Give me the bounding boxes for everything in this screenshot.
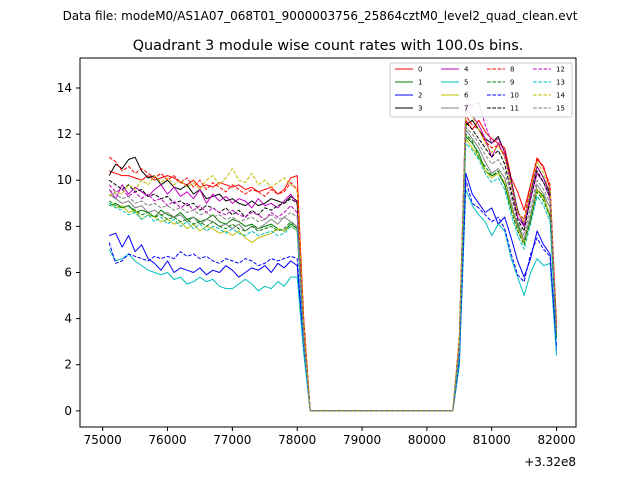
legend-label-0: 0 <box>418 66 422 74</box>
x-axis: 75000 76000 77000 78000 79000 80000 81000 82000 <box>84 427 576 447</box>
y-tick-label: 8 <box>64 219 72 233</box>
legend-label-10: 10 <box>510 92 519 100</box>
chart-title: Quadrant 3 module wise count rates with … <box>133 38 524 54</box>
series-line-11 <box>108 122 557 412</box>
legend-label-1: 1 <box>418 79 422 87</box>
legend-label-4: 4 <box>464 66 469 74</box>
y-tick-label: 4 <box>64 312 72 326</box>
legend-label-12: 12 <box>556 66 565 74</box>
series-line-15 <box>108 126 557 412</box>
x-tick-label: 80000 <box>408 433 446 447</box>
x-offset-label: +3.32e8 <box>524 455 576 469</box>
x-tick-label: 78000 <box>278 433 316 447</box>
y-tick-label: 14 <box>57 81 72 95</box>
legend-label-7: 7 <box>464 105 468 113</box>
x-tick-label: 75000 <box>84 433 122 447</box>
legend-label-6: 6 <box>464 92 469 100</box>
legend-label-11: 11 <box>510 105 519 113</box>
y-tick-label: 6 <box>64 265 72 279</box>
legend-label-5: 5 <box>464 79 468 87</box>
x-tick-label: 79000 <box>343 433 381 447</box>
legend-label-8: 8 <box>510 66 514 74</box>
x-tick-label: 77000 <box>213 433 251 447</box>
y-tick-label: 10 <box>57 173 72 187</box>
y-tick-label: 12 <box>57 127 72 141</box>
x-tick-label: 76000 <box>148 433 186 447</box>
legend-label-9: 9 <box>510 79 514 87</box>
legend-label-13: 13 <box>556 79 565 87</box>
legend-label-3: 3 <box>418 105 422 113</box>
chart-suptitle: Data file: modeM0/AS1A07_068T01_90000037… <box>63 9 578 23</box>
legend-frame <box>389 62 573 118</box>
legend-label-2: 2 <box>418 92 422 100</box>
legend-label-15: 15 <box>556 105 565 113</box>
series-layer <box>108 101 557 412</box>
x-tick-label: 82000 <box>537 433 575 447</box>
x-tick-label: 81000 <box>473 433 511 447</box>
y-axis: 0 2 4 6 8 10 12 14 <box>57 81 80 418</box>
y-tick-label: 2 <box>64 358 72 372</box>
legend-label-14: 14 <box>556 92 565 100</box>
plot-frame <box>79 57 577 428</box>
y-tick-label: 0 <box>64 404 72 418</box>
